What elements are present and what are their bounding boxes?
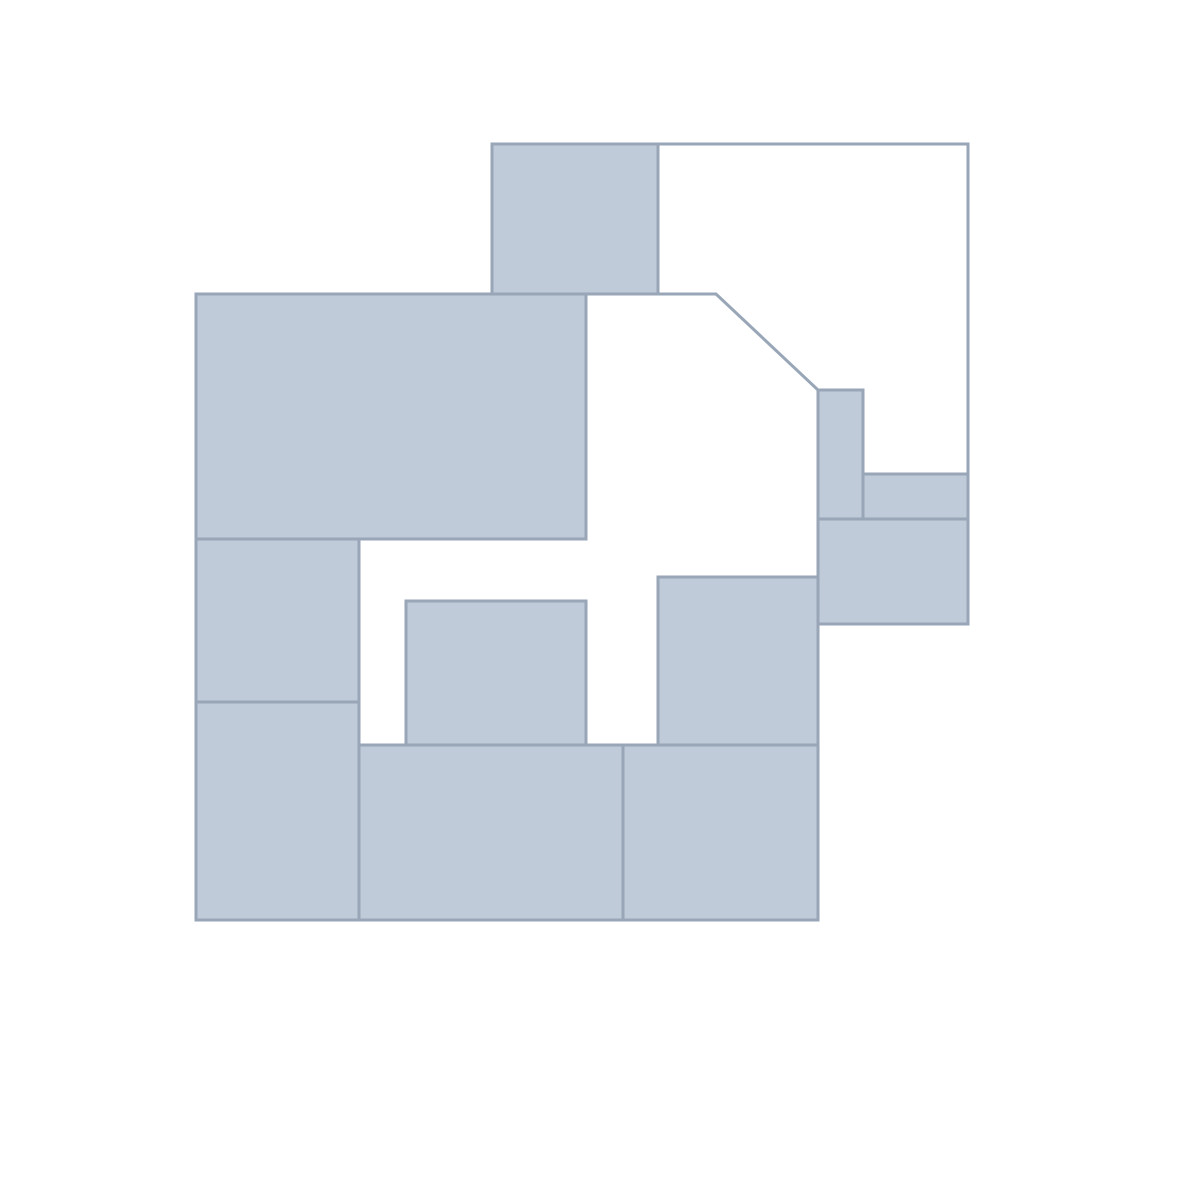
room-left-bottom xyxy=(194,700,361,922)
wall-chamfer xyxy=(586,292,820,392)
room-center-small xyxy=(404,599,588,747)
room-top-center xyxy=(490,142,660,296)
room-narrow-closet xyxy=(816,388,865,521)
room-small-right xyxy=(861,472,970,521)
room-upper-left-large xyxy=(194,292,588,541)
room-right-annex xyxy=(816,517,970,626)
room-bottom-center xyxy=(357,743,625,922)
room-left-middle xyxy=(194,537,361,704)
room-center-right xyxy=(656,575,820,747)
rooms xyxy=(194,142,970,922)
room-bottom-right xyxy=(621,743,820,922)
